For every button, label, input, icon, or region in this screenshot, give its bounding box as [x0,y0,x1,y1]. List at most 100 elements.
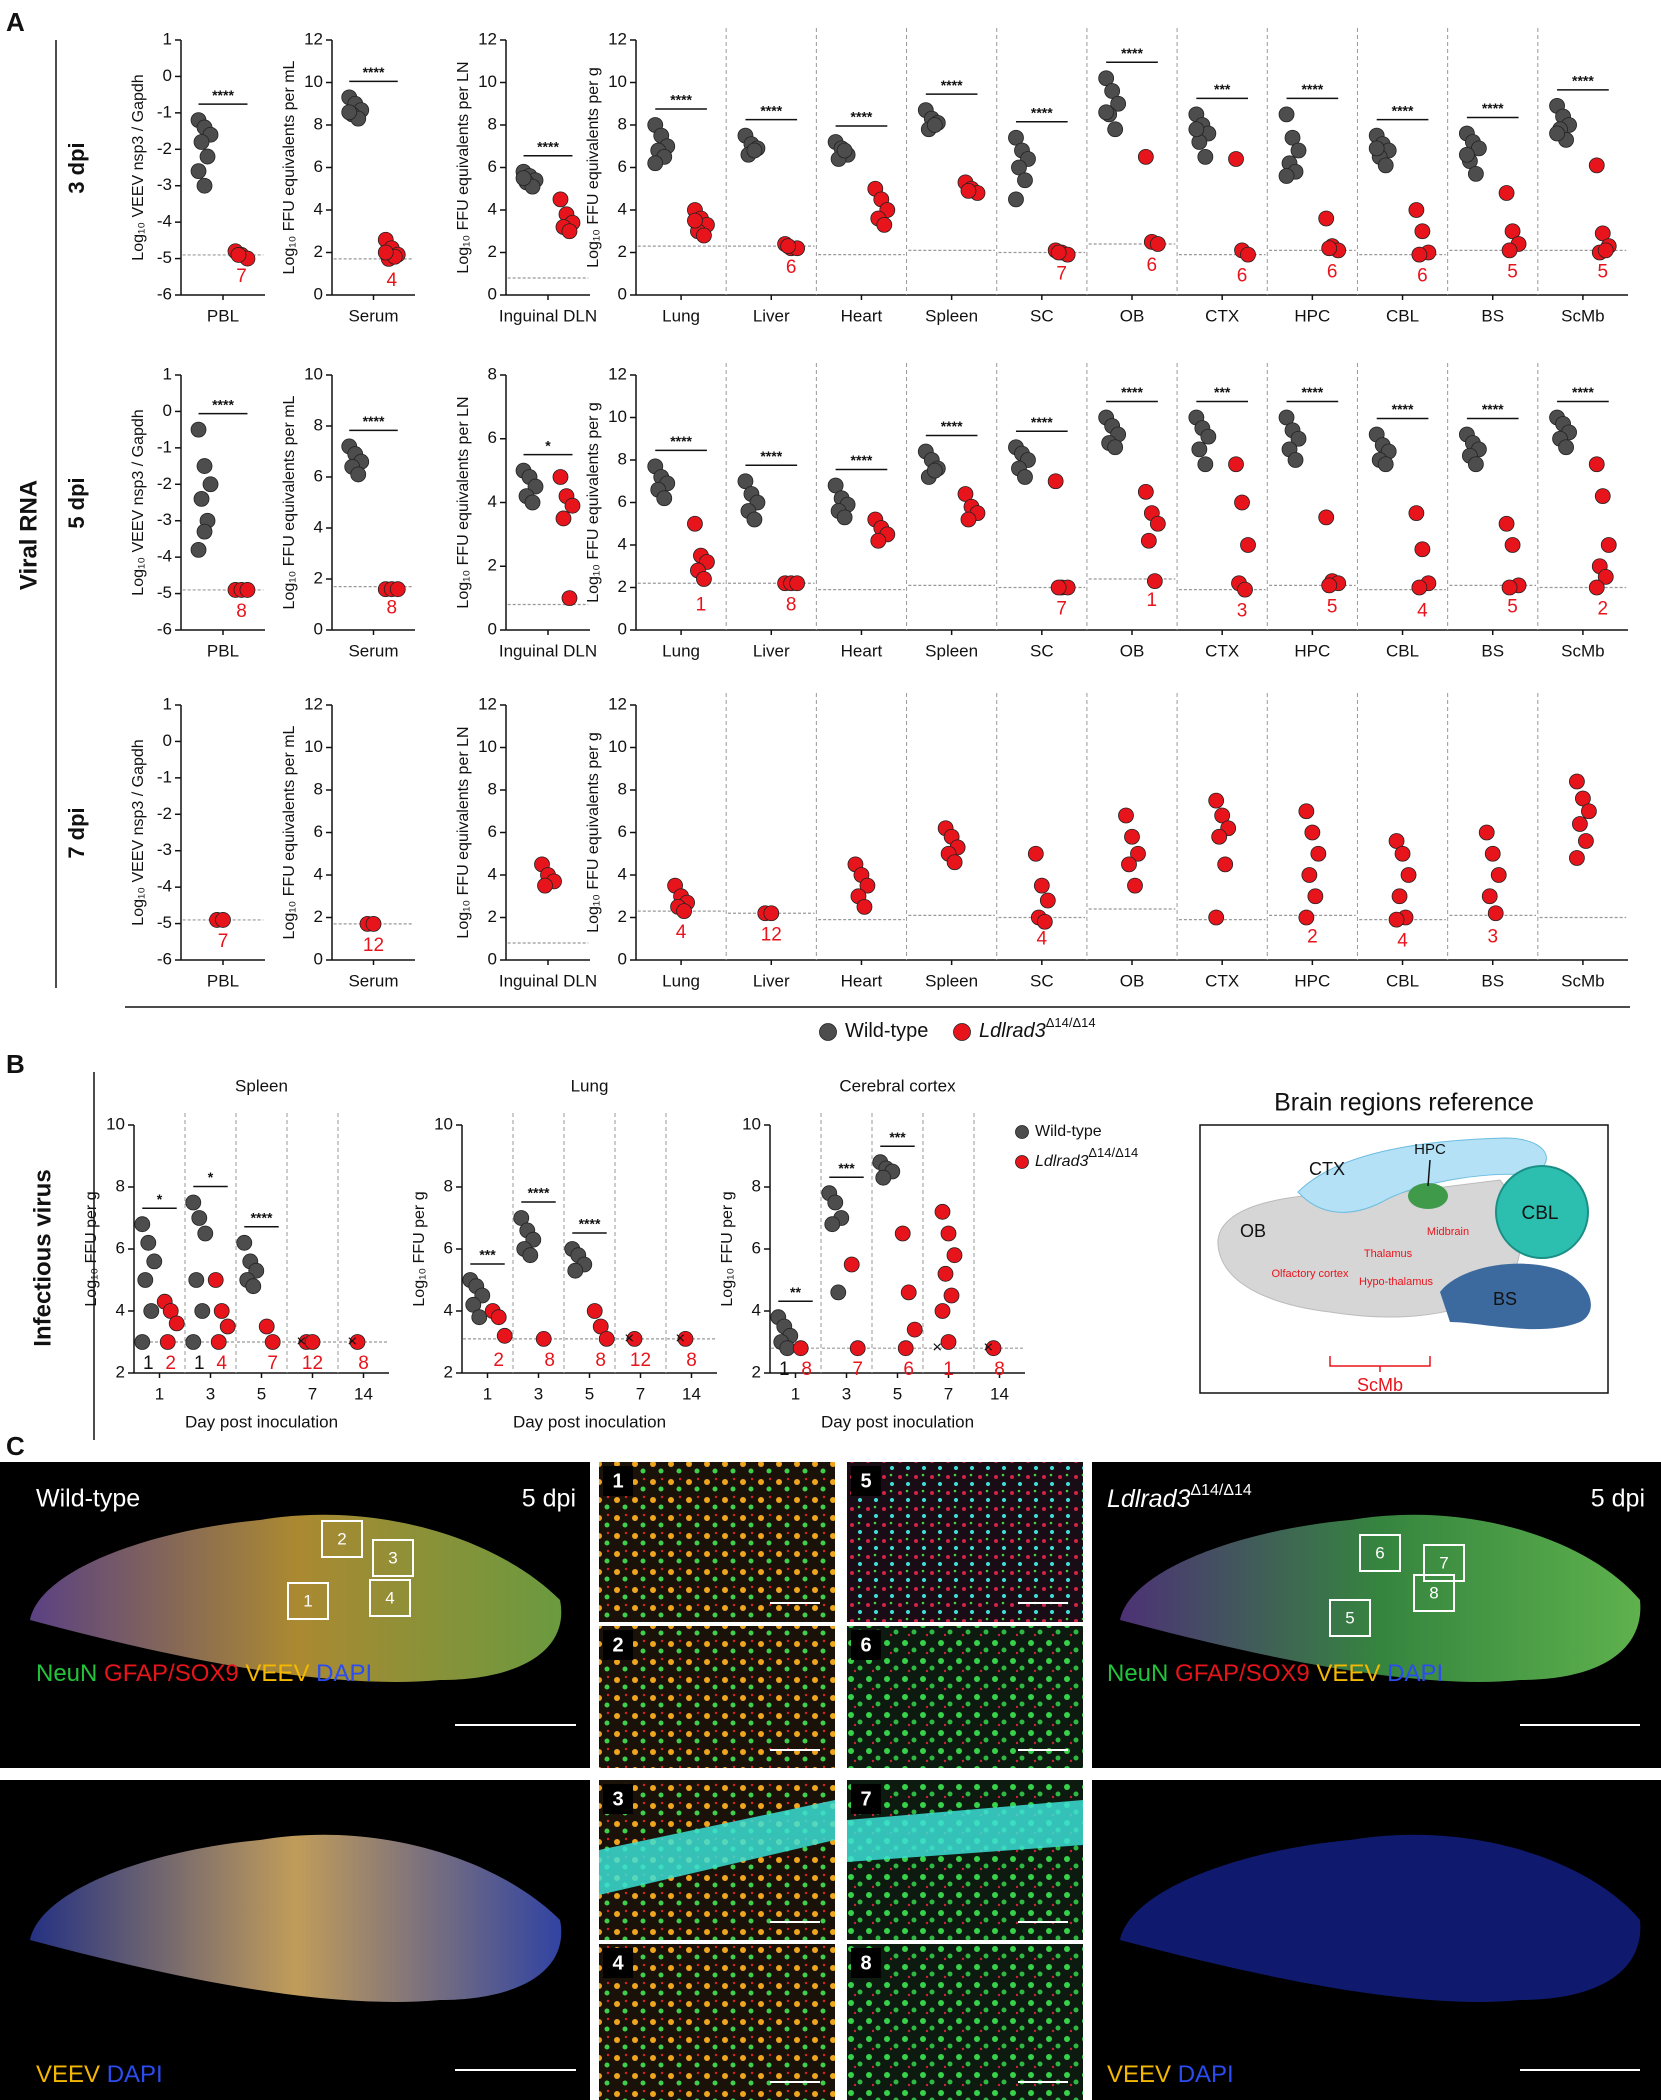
point [552,191,569,208]
x-tick-label: PBL [207,641,239,660]
y-axis-label: Log₁₀ FFU equivalents per g [585,402,602,603]
point [213,1303,230,1319]
sig-label: **** [941,418,963,434]
x-tick-label: 3 [534,1384,543,1403]
point [258,1318,275,1335]
x-tick-label: 3 [206,1384,215,1403]
sig-label: **** [363,413,385,429]
point [946,1247,963,1264]
point [537,877,553,894]
point [1569,850,1585,866]
point [194,1303,211,1319]
y-tick-label: 10 [608,737,627,756]
x-tick-label: 1 [791,1384,800,1403]
point [236,1234,253,1251]
point [1197,148,1214,165]
point [1039,892,1056,909]
legend-marker [1015,1155,1029,1169]
y-tick-label: 10 [478,72,497,91]
y-tick-label: 4 [618,199,627,218]
point [1600,537,1617,553]
legend-label: Ldlrad3Δ14/Δ14 [1035,1145,1138,1170]
point [937,1265,954,1282]
x-tick-label: CTX [1205,971,1239,990]
point [1121,856,1137,873]
x-tick-label: CTX [1205,306,1239,325]
y-tick-label: 6 [618,822,627,841]
sig-label: **** [1572,384,1594,400]
sig-label: * [208,1169,214,1185]
point [1478,824,1495,841]
x-tick-label: Serum [348,641,398,660]
box-label: 6 [1375,1543,1384,1562]
stain: VEEV [1316,1660,1380,1687]
y-tick-label: 6 [618,492,627,511]
count-label: 1 [696,594,707,615]
x-tick-label: Inguinal DLN [499,641,597,660]
point [1588,456,1605,473]
count-label: 4 [216,1353,227,1374]
count-label: 8 [386,598,397,619]
point [1287,452,1304,468]
tile [847,1462,1083,1622]
count-label: 6 [1327,261,1338,282]
x-tick-label: BS [1481,641,1504,660]
no-data-mark: × [932,1338,942,1357]
y-axis-label: Log₁₀ FFU equivalents per LN [455,726,472,938]
point [1481,888,1498,905]
y-tick-label: 1 [163,29,172,48]
y-tick-label: 0 [314,949,323,968]
point [1504,223,1521,240]
panel-letter: B [6,1049,25,1079]
count-label: 2 [1597,599,1608,620]
point [196,458,213,474]
point [1191,441,1208,458]
box-label: 7 [1439,1553,1448,1572]
y-tick-label: 6 [488,428,497,447]
y-tick-label: 2 [444,1362,453,1381]
legend-name: Wild-type [845,1020,928,1042]
legend-name: Ldlrad3 [1035,1153,1088,1170]
y-tick-label: 0 [488,284,497,303]
y-tick-label: -6 [157,949,172,968]
point [190,163,207,180]
point [1394,845,1411,862]
point [1107,121,1124,138]
point [1414,541,1431,558]
x-tick-label: 5 [893,1384,902,1403]
count-label: 4 [1417,601,1428,622]
point [1240,537,1256,553]
sig-label: * [545,437,551,453]
y-tick-label: 4 [488,199,497,218]
tile-label: 6 [860,1634,871,1656]
x-tick-label: Liver [753,971,790,990]
y-tick-label: 10 [304,364,323,383]
point [792,1340,809,1357]
box-label: 5 [1345,1608,1354,1627]
point [1484,845,1501,862]
count-label: 4 [386,270,397,291]
count-label: 8 [595,1350,606,1371]
x-tick-label: CBL [1386,971,1419,990]
point [1033,877,1050,894]
row-label: 3 dpi [64,142,89,193]
point [934,1203,951,1220]
x-tick-label: SC [1030,306,1054,325]
point [985,1340,1002,1357]
y-axis-label: Log₁₀ FFU per g [83,1191,100,1306]
count-label: 8 [801,1359,812,1380]
count-label: 12 [630,1350,651,1371]
sig-label: **** [1392,102,1414,118]
x-tick-label: Spleen [925,306,978,325]
point [1036,913,1053,930]
sig-label: **** [1482,100,1504,116]
point [1104,83,1121,99]
y-tick-label: -2 [157,804,172,823]
point [1146,573,1163,590]
x-tick-label: Lung [662,306,700,325]
point [1411,246,1428,263]
y-tick-label: 10 [608,407,627,426]
y-tick-label: 4 [488,492,497,511]
point [1368,140,1385,157]
point [1200,428,1217,445]
